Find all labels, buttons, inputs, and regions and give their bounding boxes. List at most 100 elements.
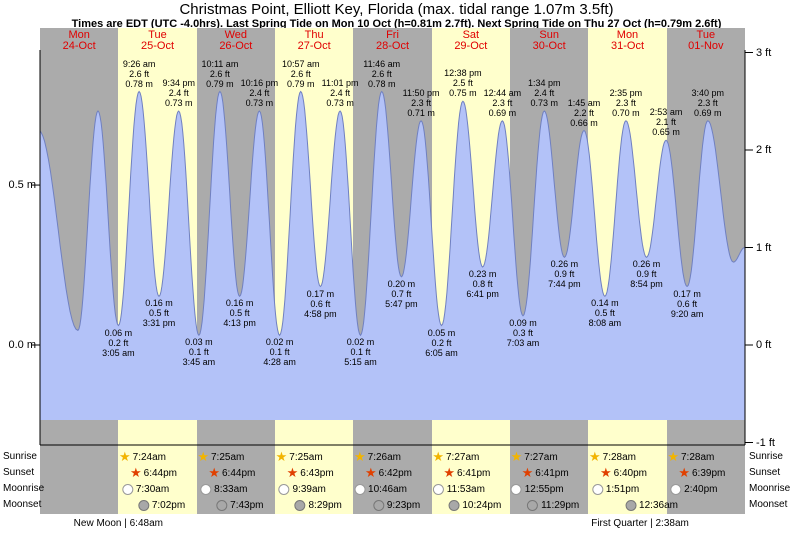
tide-label-line: 2.1 ft <box>656 117 677 128</box>
tide-label-line: 0.73 m <box>530 98 559 108</box>
day-header-date: 29-Oct <box>454 40 488 52</box>
tide-label-line: 0.66 m <box>570 117 598 128</box>
tide-low-label: 0.02 m 0.1 ft 5:15 am <box>330 337 390 367</box>
day-header: Sat 29-Oct <box>432 28 510 52</box>
day-header-dow: Sat <box>462 29 480 41</box>
tide-label-line: 8:54 pm <box>630 279 663 290</box>
sunrise-star-icon: ★ <box>510 449 523 464</box>
tide-label-line: 0.73 m <box>245 98 274 108</box>
tide-label-line: 3:31 pm <box>142 318 176 329</box>
tide-low-label: 0.02 m 0.1 ft 4:28 am <box>250 337 310 367</box>
tide-high-label: 12:38 pm 2.5 ft 0.75 m <box>433 68 493 98</box>
sunrise-star-icon: ★ <box>353 449 366 464</box>
tide-label-line: 0.16 m <box>145 298 173 309</box>
tide-label-line: 0.73 m <box>164 98 193 108</box>
day-header-dow: Tue <box>148 29 167 41</box>
tide-label-line: 9:20 am <box>670 308 704 319</box>
day-header: Tue 25-Oct <box>118 28 196 52</box>
tide-high-label: 3:40 pm 2.3 ft 0.69 m <box>678 88 738 118</box>
moonrise-icon <box>200 483 212 495</box>
sunset-row-label-right: Sunset <box>749 467 781 478</box>
sunset-star-icon: ★ <box>364 465 377 480</box>
page-title: Christmas Point, Elliott Key, Florida (m… <box>179 1 614 18</box>
tide-low-label: 0.14 m 0.5 ft 8:08 am <box>575 298 635 328</box>
moonrise-time: 8:33am <box>214 483 248 495</box>
tide-label-line: 12:38 pm <box>444 68 482 79</box>
tide-label-line: 0.79 m <box>206 78 234 89</box>
moonset-entry: 10:24pm <box>448 497 501 513</box>
moonset-time: 9:23pm <box>386 499 421 511</box>
moonrise-entry: 8:33am <box>200 481 248 497</box>
day-header-date: 26-Oct <box>219 40 253 52</box>
sunset-time: 6:41pm <box>456 467 491 479</box>
sunrise-row-label-right: Sunrise <box>749 451 783 462</box>
right-axis-label: 2 ft <box>756 144 772 156</box>
tide-label-line: 9:26 am <box>122 58 156 69</box>
sunrise-entry: ★ 7:25am <box>276 449 323 465</box>
tide-high-label: 10:57 am 2.6 ft 0.79 m <box>271 59 331 89</box>
sunrise-time: 7:25am <box>289 451 323 463</box>
tide-high-label: 1:34 pm 2.4 ft 0.73 m <box>514 78 574 108</box>
day-header-date: 28-Oct <box>375 40 409 52</box>
tide-area <box>40 91 745 420</box>
tide-label-line: 5:47 pm <box>385 298 418 309</box>
tide-label-line: 2.6 ft <box>209 68 230 79</box>
day-header-dow: Mon <box>68 29 90 41</box>
tide-label-line: 9:34 pm <box>162 78 195 88</box>
sunrise-star-icon: ★ <box>432 449 444 464</box>
moonrise-row-label-left: Moonrise <box>3 483 45 494</box>
sunset-time: 6:44pm <box>221 467 256 479</box>
day-header-dow: Wed <box>224 29 248 41</box>
tide-label-line: 0.69 m <box>488 107 517 118</box>
tide-label-line: 2.2 ft <box>574 107 595 118</box>
tide-low-label: 0.26 m 0.9 ft 7:44 pm <box>534 259 594 289</box>
day-header-dow: Tue <box>696 29 716 41</box>
sunset-star-icon: ★ <box>521 465 534 480</box>
sunrise-time: 7:27am <box>445 451 480 463</box>
tide-label-line: 0.09 m <box>509 317 537 328</box>
tide-label-line: 0.5 ft <box>148 308 169 319</box>
day-header-dow: Fri <box>386 29 399 41</box>
tide-low-label: 0.17 m 0.6 ft 9:20 am <box>657 289 717 319</box>
tide-low-label: 0.20 m 0.7 ft 5:47 pm <box>371 279 431 309</box>
sunrise-row-label-left: Sunrise <box>3 451 37 462</box>
sunset-entry: ★ 6:41pm <box>443 465 490 481</box>
tide-label-line: 0.03 m <box>185 337 213 348</box>
moonrise-icon <box>354 483 366 495</box>
tide-label-line: 3:45 am <box>182 357 216 368</box>
moonrise-entry: 2:40pm <box>670 481 718 497</box>
moonrise-time: 2:40pm <box>684 483 718 495</box>
tide-label-line: 0.78 m <box>125 78 153 89</box>
tide-low-label: 0.06 m 0.2 ft 3:05 am <box>88 328 148 358</box>
tide-label-line: 2.3 ft <box>411 97 432 108</box>
moonrise-entry: 10:46am <box>354 481 407 497</box>
moonrise-icon <box>510 483 522 495</box>
sunrise-star-icon: ★ <box>667 449 679 464</box>
tide-label-line: 0.1 ft <box>269 347 290 358</box>
day-header-dow: Sun <box>539 29 559 41</box>
moonset-time: 7:43pm <box>230 499 264 511</box>
moonset-entry: 11:29pm <box>527 497 579 513</box>
tide-label-line: 6:41 pm <box>466 289 499 299</box>
tide-label-line: 0.26 m <box>632 259 661 270</box>
sunset-star-icon: ★ <box>599 465 612 480</box>
tide-low-label: 0.17 m 0.6 ft 4:58 pm <box>290 289 350 319</box>
tide-label-line: 5:15 am <box>344 357 377 368</box>
sunset-entry: ★ 6:41pm <box>522 465 569 481</box>
day-header-date: 30-Oct <box>532 40 566 52</box>
moonset-time: 8:29pm <box>308 499 342 511</box>
tide-label-line: 0.6 ft <box>310 298 331 309</box>
tide-label-line: 4:28 am <box>263 357 296 368</box>
sunrise-star-icon: ★ <box>197 449 209 464</box>
day-header: Sun 30-Oct <box>510 28 588 52</box>
day-header: Mon 24-Oct <box>40 28 118 52</box>
moonset-icon <box>372 499 384 511</box>
day-header-date: 24-Oct <box>62 40 96 52</box>
tide-high-label: 10:11 am 2.6 ft 0.79 m <box>190 59 250 89</box>
sunset-entry: ★ 6:42pm <box>365 465 412 481</box>
sunrise-entry: ★ 7:26am <box>354 449 401 465</box>
sunset-time: 6:43pm <box>300 467 334 479</box>
moonset-icon <box>216 499 228 511</box>
sunrise-entry: ★ 7:27am <box>432 449 479 465</box>
